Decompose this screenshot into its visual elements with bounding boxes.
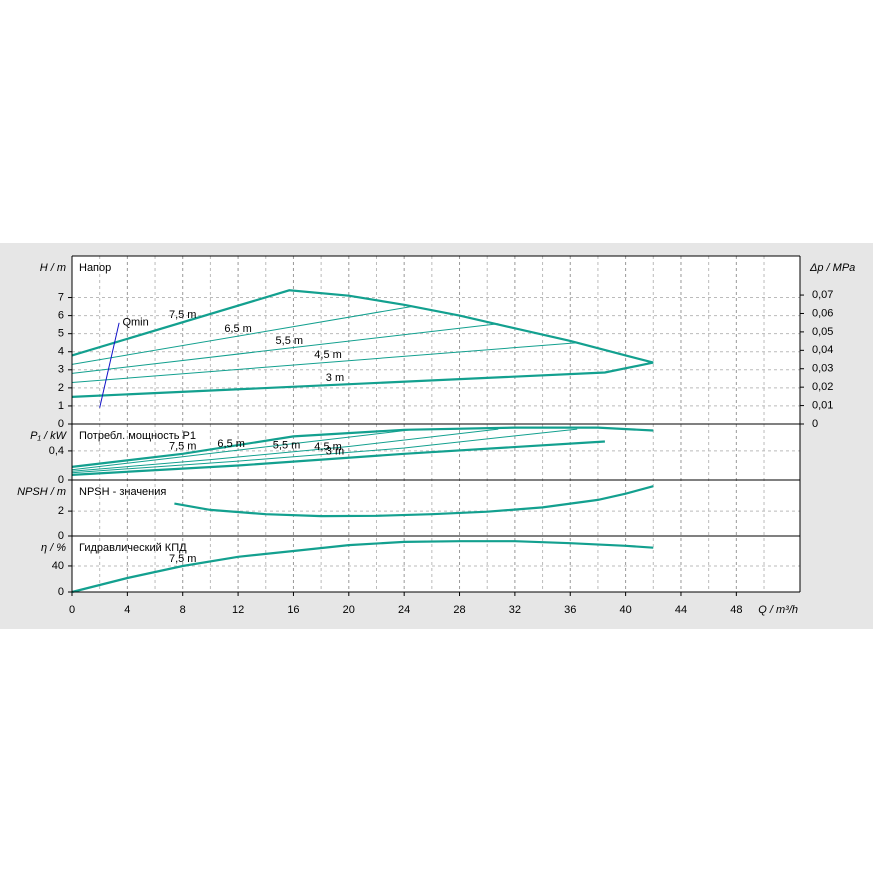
curve	[71, 440, 605, 476]
x-tick-label: 44	[675, 604, 687, 616]
curve	[174, 485, 654, 518]
series-label: 3 m	[326, 372, 344, 384]
panel-title: Гидравлический КПД	[79, 542, 187, 554]
curve	[71, 342, 578, 383]
y-axis-label: H / m	[40, 262, 66, 274]
y-tick-label: 1	[58, 400, 64, 412]
x-tick-label: 28	[453, 604, 465, 616]
x-tick-label: 40	[619, 604, 631, 616]
y2-tick-label: 0,04	[812, 344, 833, 356]
y2-tick-label: 0,06	[812, 307, 833, 319]
x-tick-label: 12	[232, 604, 244, 616]
y-tick-label: 2	[58, 382, 64, 394]
series-label: 4,5 m	[314, 441, 342, 453]
series-label: 6,5 m	[217, 438, 245, 450]
y-tick-label: 40	[52, 560, 64, 572]
panel-title: Потребл. мощность P1	[79, 430, 196, 442]
panel-title: Напор	[79, 262, 111, 274]
y-tick-label: 2	[58, 505, 64, 517]
y2-tick-label: 0	[812, 418, 818, 430]
x-tick-label: 24	[398, 604, 410, 616]
x-tick-label: 48	[730, 604, 742, 616]
y-axis-label: η / %	[41, 542, 66, 554]
series-label: 4,5 m	[314, 349, 342, 361]
curve	[71, 428, 578, 474]
curve	[71, 361, 654, 398]
curve	[71, 323, 499, 374]
y2-tick-label: 0,02	[812, 381, 833, 393]
x-tick-label: 32	[509, 604, 521, 616]
curve	[71, 289, 654, 364]
y2-tick-label: 0,07	[812, 289, 833, 301]
curve	[71, 306, 412, 365]
y2-tick-label: 0,03	[812, 363, 833, 375]
y2-axis-label: Δp / MPa	[809, 262, 855, 274]
y-tick-label: 0	[58, 586, 64, 598]
y-tick-label: 6	[58, 310, 64, 322]
series-label: 5,5 m	[273, 439, 301, 451]
y-tick-label: 0	[58, 418, 64, 430]
y-tick-label: 5	[58, 328, 64, 340]
series-label: 5,5 m	[276, 335, 304, 347]
panel-title: NPSH - значения	[79, 486, 166, 498]
series-label: 7,5 m	[169, 441, 197, 453]
y-axis-label: NPSH / m	[17, 486, 66, 498]
y-tick-label: 0	[58, 530, 64, 542]
x-tick-label: 36	[564, 604, 576, 616]
series-label: 7,5 m	[169, 553, 197, 565]
x-tick-label: 4	[124, 604, 130, 616]
series-label: 3 m	[326, 446, 344, 458]
x-tick-label: 0	[69, 604, 75, 616]
y-tick-label: 0,4	[49, 445, 64, 457]
y-tick-label: 7	[58, 291, 64, 303]
curve	[71, 429, 412, 471]
y2-tick-label: 0,05	[812, 326, 833, 338]
curve	[71, 428, 499, 472]
y-tick-label: 4	[58, 346, 64, 358]
x-tick-label: 8	[180, 604, 186, 616]
series-label: Qmin	[122, 317, 148, 329]
y-tick-label: 3	[58, 364, 64, 376]
y-tick-label: 0	[58, 474, 64, 486]
curve	[71, 540, 654, 594]
series-label: 6,5 m	[224, 323, 252, 335]
curve	[99, 322, 120, 408]
curve	[71, 426, 654, 468]
x-axis-label: Q / m³/h	[758, 604, 798, 616]
y-axis-label: P₁ / kW	[30, 430, 67, 442]
y2-tick-label: 0,01	[812, 399, 833, 411]
x-tick-label: 20	[343, 604, 355, 616]
series-label: 7,5 m	[169, 309, 197, 321]
x-tick-label: 16	[287, 604, 299, 616]
